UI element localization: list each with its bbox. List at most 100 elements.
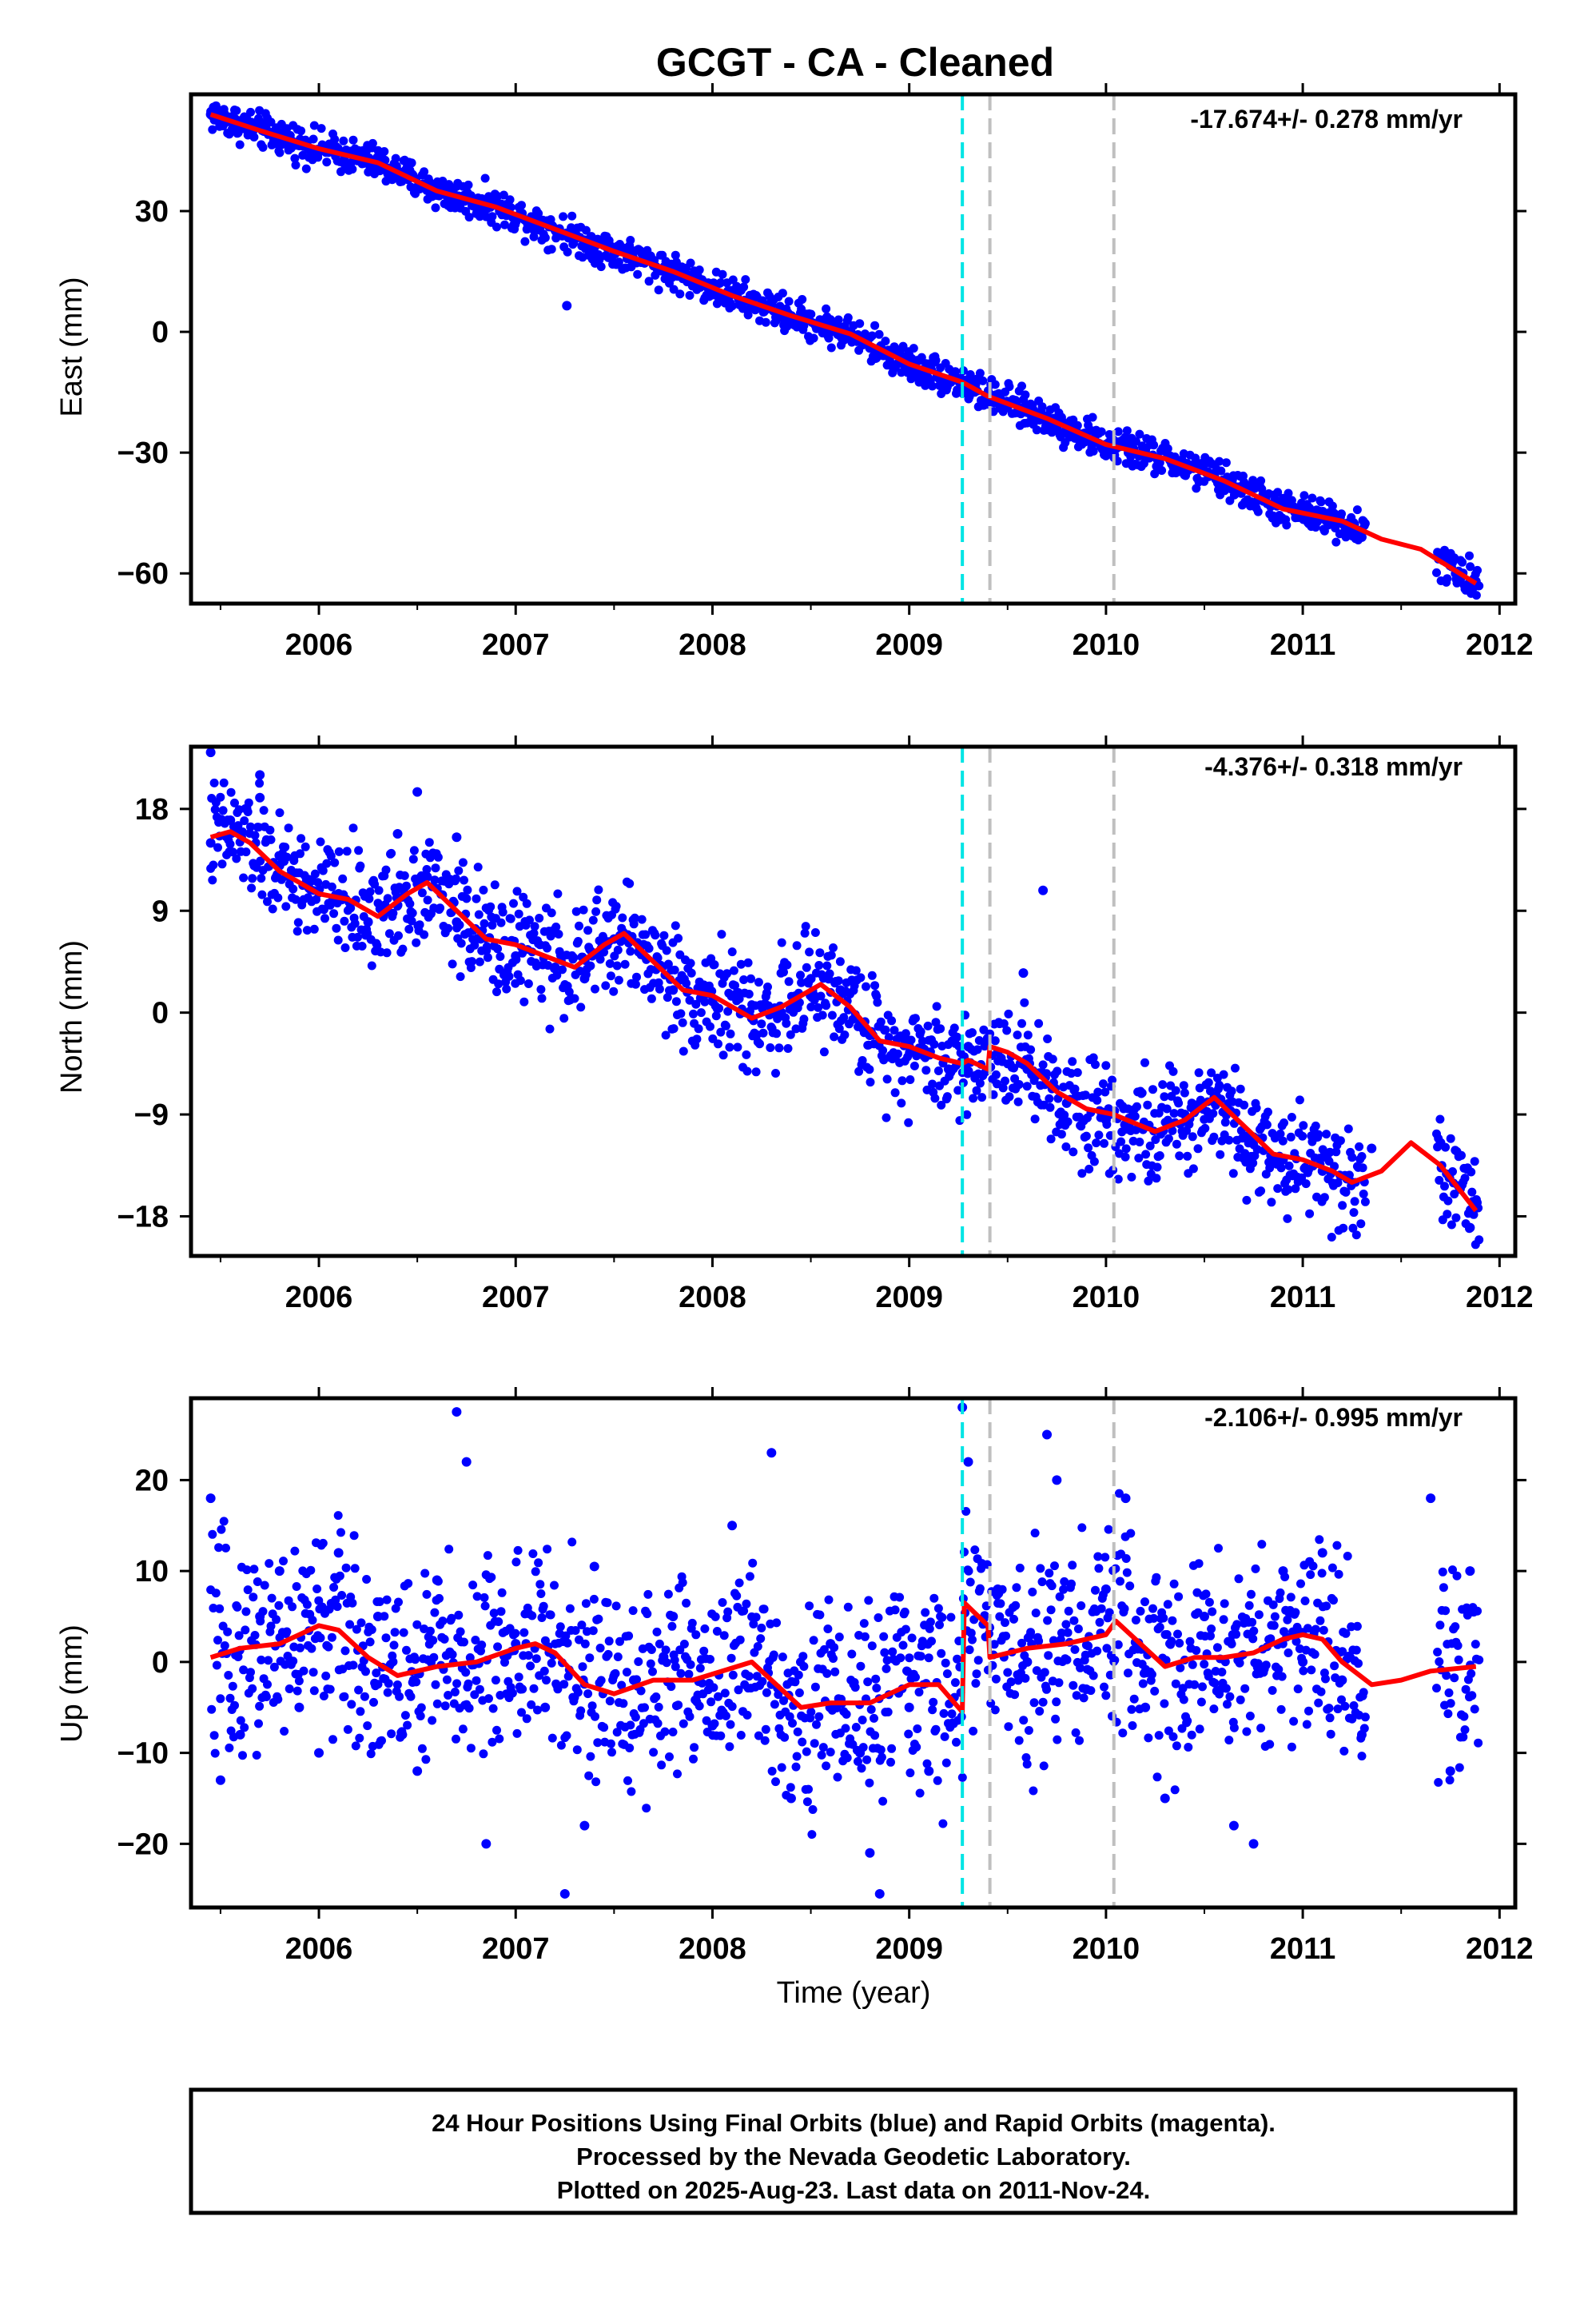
up-data-point: [822, 1668, 832, 1678]
up-data-point: [327, 1632, 336, 1642]
north-data-point: [1265, 1163, 1275, 1173]
up-data-point: [826, 1639, 836, 1649]
up-data-point: [488, 1704, 498, 1713]
up-data-point: [567, 1537, 577, 1547]
north-data-point: [1331, 1147, 1341, 1157]
up-data-point: [950, 1678, 960, 1688]
up-data-point: [927, 1636, 936, 1646]
east-data-point: [743, 310, 753, 320]
up-data-point: [1028, 1587, 1037, 1596]
north-data-point: [1193, 1144, 1203, 1154]
east-data-point: [809, 333, 818, 343]
north-data-point: [422, 871, 432, 882]
up-data-point: [260, 1581, 269, 1590]
up-data-point: [1140, 1702, 1151, 1712]
north-data-point: [784, 977, 794, 987]
up-data-point: [975, 1584, 985, 1593]
up-data-point: [480, 1593, 489, 1602]
up-data-point: [1204, 1597, 1214, 1607]
up-data-point: [1438, 1567, 1447, 1577]
north-data-point: [668, 985, 679, 995]
up-data-point: [1113, 1640, 1123, 1649]
up-data-point: [1003, 1668, 1013, 1677]
east-data-point: [685, 291, 695, 300]
north-data-point: [493, 944, 503, 954]
up-data-point: [1167, 1636, 1176, 1646]
east-data-point: [235, 140, 245, 149]
up-x-tick-label: 2006: [285, 1932, 353, 1966]
up-data-point: [623, 1776, 632, 1785]
up-data-point: [946, 1612, 956, 1622]
up-y-axis-label: Up (mm): [55, 1624, 89, 1743]
up-data-point: [726, 1653, 736, 1663]
up-data-point: [1445, 1776, 1455, 1785]
east-data-point: [978, 376, 988, 385]
north-data-point: [488, 920, 497, 930]
north-data-point: [962, 1110, 972, 1119]
up-data-point: [257, 1655, 266, 1664]
up-data-point: [585, 1653, 595, 1663]
up-data-point: [416, 1712, 425, 1720]
up-data-point: [269, 1662, 279, 1672]
up-data-point: [966, 1628, 976, 1638]
east-data-point: [614, 257, 623, 267]
up-data-point: [872, 1684, 882, 1692]
up-data-point: [1095, 1617, 1104, 1627]
north-data-point: [284, 823, 293, 833]
north-data-point: [1108, 1075, 1116, 1085]
up-x-axis-label: Time (year): [777, 1976, 931, 2010]
up-data-point: [235, 1729, 245, 1740]
up-data-point: [341, 1563, 351, 1573]
north-data-point: [1469, 1210, 1479, 1219]
up-data-point: [603, 1598, 612, 1608]
up-data-point: [464, 1704, 474, 1713]
up-data-point: [874, 1888, 885, 1899]
north-data-point: [553, 889, 563, 899]
north-data-point: [509, 899, 518, 908]
up-data-point: [1338, 1647, 1347, 1656]
up-data-point: [293, 1686, 302, 1696]
north-data-point: [613, 945, 623, 955]
north-data-point: [1017, 1018, 1026, 1028]
up-data-point: [682, 1598, 691, 1608]
north-data-point: [470, 940, 480, 950]
up-data-point: [1042, 1429, 1053, 1440]
north-data-point: [618, 913, 627, 923]
up-data-point: [716, 1731, 726, 1740]
up-data-point: [607, 1748, 616, 1757]
up-data-point: [460, 1637, 468, 1647]
up-data-point: [1077, 1601, 1086, 1610]
up-data-point: [762, 1688, 771, 1697]
north-data-point: [1216, 1150, 1225, 1159]
up-data-point: [252, 1751, 261, 1760]
up-data-point: [1339, 1746, 1349, 1756]
up-data-point: [254, 1719, 263, 1728]
up-data-point: [1235, 1658, 1244, 1668]
up-data-point: [1198, 1682, 1207, 1692]
up-data-point: [760, 1736, 770, 1745]
up-data-point: [1465, 1566, 1475, 1577]
north-data-point: [1101, 1061, 1111, 1070]
north-data-point: [1335, 1136, 1345, 1146]
up-data-point: [519, 1628, 529, 1637]
up-data-point: [727, 1521, 738, 1531]
up-data-point: [1223, 1700, 1232, 1709]
up-data-point: [699, 1646, 709, 1656]
north-data-point: [244, 798, 253, 807]
east-data-point: [633, 269, 643, 279]
up-data-point: [1248, 1617, 1257, 1627]
east-data-point: [727, 301, 737, 311]
east-data-point: [581, 225, 591, 235]
up-data-point: [356, 1618, 366, 1628]
up-data-point: [939, 1708, 949, 1718]
up-data-point: [1435, 1620, 1445, 1630]
up-data-point: [373, 1680, 383, 1689]
up-data-point: [348, 1660, 358, 1670]
north-data-point: [679, 1046, 688, 1056]
up-data-point: [361, 1667, 370, 1676]
up-data-point: [890, 1605, 900, 1615]
up-data-point: [1277, 1672, 1287, 1681]
east-data-point: [654, 285, 663, 295]
up-data-point: [1015, 1563, 1025, 1573]
north-data-point: [1355, 1142, 1364, 1151]
